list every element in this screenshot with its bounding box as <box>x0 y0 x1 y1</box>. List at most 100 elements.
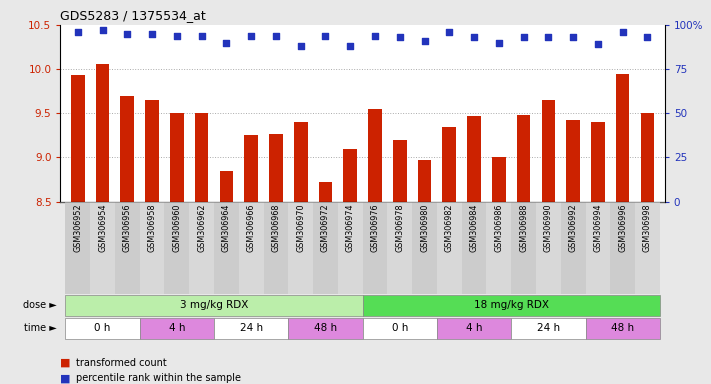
Text: 48 h: 48 h <box>611 323 634 333</box>
Bar <box>170 113 183 202</box>
Bar <box>214 202 239 294</box>
Point <box>567 34 579 40</box>
Bar <box>264 202 288 294</box>
Text: GSM306972: GSM306972 <box>321 204 330 252</box>
Bar <box>492 157 506 202</box>
Bar <box>467 116 481 202</box>
Text: 24 h: 24 h <box>240 323 263 333</box>
Text: time ►: time ► <box>24 323 57 333</box>
Bar <box>220 171 233 202</box>
Text: GSM306962: GSM306962 <box>197 204 206 252</box>
Bar <box>164 202 189 294</box>
Text: GSM306998: GSM306998 <box>643 204 652 252</box>
Text: 3 mg/kg RDX: 3 mg/kg RDX <box>180 300 248 310</box>
Bar <box>542 100 555 202</box>
Text: GSM306966: GSM306966 <box>247 204 256 252</box>
Text: GSM306982: GSM306982 <box>445 204 454 252</box>
Bar <box>368 109 382 202</box>
Text: GSM306970: GSM306970 <box>296 204 305 252</box>
Bar <box>189 202 214 294</box>
Text: percentile rank within the sample: percentile rank within the sample <box>76 373 241 383</box>
Point <box>171 33 183 39</box>
Bar <box>442 127 456 202</box>
Text: GSM306980: GSM306980 <box>420 204 429 252</box>
Bar <box>115 202 139 294</box>
Text: 24 h: 24 h <box>537 323 560 333</box>
Bar <box>71 75 85 202</box>
Bar <box>567 120 580 202</box>
Point <box>419 38 430 44</box>
Point <box>345 43 356 49</box>
Text: GDS5283 / 1375534_at: GDS5283 / 1375534_at <box>60 9 206 22</box>
Bar <box>517 115 530 202</box>
Bar <box>561 202 586 294</box>
Point <box>469 34 480 40</box>
Bar <box>269 134 283 202</box>
Bar <box>536 202 561 294</box>
Text: 4 h: 4 h <box>169 323 185 333</box>
Bar <box>610 202 635 294</box>
Text: transformed count: transformed count <box>76 358 167 368</box>
Bar <box>319 182 332 202</box>
Point <box>270 33 282 39</box>
Point <box>394 34 405 40</box>
Bar <box>65 202 90 294</box>
Bar <box>288 318 363 339</box>
Text: 0 h: 0 h <box>392 323 408 333</box>
Point <box>97 27 108 33</box>
Bar <box>641 113 654 202</box>
Text: GSM306968: GSM306968 <box>272 204 280 252</box>
Text: GSM306994: GSM306994 <box>594 204 602 252</box>
Text: GSM306960: GSM306960 <box>172 204 181 252</box>
Text: GSM306978: GSM306978 <box>395 204 405 252</box>
Point <box>592 41 604 48</box>
Text: GSM306976: GSM306976 <box>370 204 380 252</box>
Bar <box>461 202 486 294</box>
Bar <box>486 202 511 294</box>
Text: GSM306954: GSM306954 <box>98 204 107 252</box>
Bar <box>616 74 629 202</box>
Bar <box>343 149 357 202</box>
Text: GSM306986: GSM306986 <box>494 204 503 252</box>
Bar <box>139 202 164 294</box>
Point <box>196 33 208 39</box>
Text: GSM306958: GSM306958 <box>148 204 156 252</box>
Text: 0 h: 0 h <box>95 323 111 333</box>
Point <box>617 29 629 35</box>
Bar <box>363 295 660 316</box>
Text: 18 mg/kg RDX: 18 mg/kg RDX <box>474 300 549 310</box>
Text: GSM306974: GSM306974 <box>346 204 355 252</box>
Bar <box>437 318 511 339</box>
Bar <box>239 202 264 294</box>
Bar <box>139 318 214 339</box>
Text: GSM306964: GSM306964 <box>222 204 231 252</box>
Text: GSM306990: GSM306990 <box>544 204 553 252</box>
Text: GSM306996: GSM306996 <box>618 204 627 252</box>
Text: 48 h: 48 h <box>314 323 337 333</box>
Text: ■: ■ <box>60 358 71 368</box>
Bar <box>418 160 432 202</box>
Point <box>444 29 455 35</box>
Bar <box>96 64 109 202</box>
Point <box>122 31 133 37</box>
Bar <box>387 202 412 294</box>
Bar <box>591 122 605 202</box>
Text: dose ►: dose ► <box>23 300 57 310</box>
Bar <box>412 202 437 294</box>
Bar <box>586 202 610 294</box>
Bar <box>90 202 115 294</box>
Bar <box>145 100 159 202</box>
Bar <box>437 202 461 294</box>
Text: GSM306952: GSM306952 <box>73 204 82 252</box>
Text: GSM306984: GSM306984 <box>469 204 479 252</box>
Bar <box>195 113 208 202</box>
Bar <box>288 202 313 294</box>
Point <box>493 40 505 46</box>
Bar <box>313 202 338 294</box>
Bar <box>338 202 363 294</box>
Bar <box>635 202 660 294</box>
Bar <box>245 136 258 202</box>
Text: GSM306992: GSM306992 <box>569 204 577 252</box>
Bar <box>294 122 307 202</box>
Bar <box>214 318 288 339</box>
